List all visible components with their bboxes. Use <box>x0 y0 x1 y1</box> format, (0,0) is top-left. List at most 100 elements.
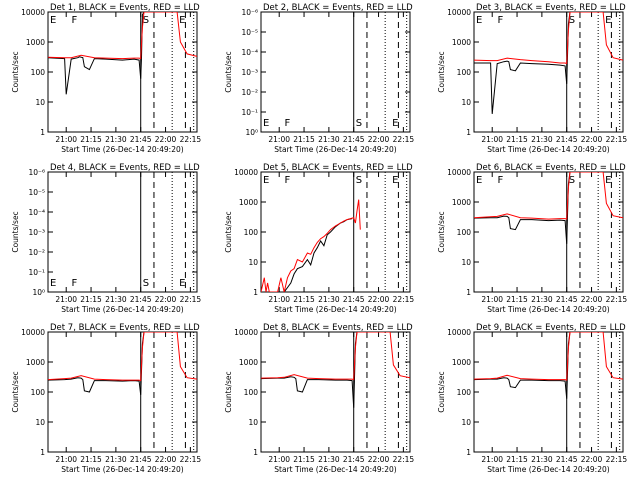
y-axis-label: Counts/sec <box>437 211 446 252</box>
x-tick-label: 21:15 <box>506 135 528 144</box>
x-tick-label: 22:15 <box>393 135 415 144</box>
series-line-events <box>474 332 575 399</box>
plot-frame <box>260 11 411 133</box>
y-axis-label: Counts/sec <box>224 51 233 92</box>
phase-marker-label: F <box>285 118 291 129</box>
y-tick-label: 1 <box>253 288 258 297</box>
series-line-lld <box>474 12 623 65</box>
x-tick-label: 21:45 <box>130 455 152 464</box>
y-tick-label: 10000 <box>21 8 45 17</box>
x-tick-label: 22:15 <box>606 455 628 464</box>
phase-marker-label: E <box>179 15 185 26</box>
panel-title: Det 9, BLACK = Events, RED = LLD <box>476 323 626 333</box>
plot-frame <box>473 331 624 453</box>
x-axis-label: Start Time (26-Dec-14 20:49:20) <box>274 145 396 154</box>
x-tick-label: 21:15 <box>80 295 102 304</box>
phase-marker-label: E <box>392 118 398 129</box>
phase-marker-label: F <box>498 15 504 26</box>
y-tick-label: 10000 <box>21 328 45 337</box>
phase-marker-label: E <box>605 175 611 186</box>
x-tick-label: 22:15 <box>393 455 415 464</box>
x-tick-label: 21:45 <box>343 295 365 304</box>
panel-title: Det 8, BLACK = Events, RED = LLD <box>263 323 413 333</box>
x-tick-label: 22:15 <box>180 455 202 464</box>
y-tick-label: 1000 <box>452 38 471 47</box>
x-tick-label: 22:00 <box>581 455 603 464</box>
x-tick-label: 21:30 <box>531 455 553 464</box>
x-tick-label: 21:30 <box>318 295 340 304</box>
x-tick-label: 21:45 <box>343 455 365 464</box>
series-line-events <box>48 12 149 95</box>
phase-marker-label: F <box>498 175 504 186</box>
x-axis-label: Start Time (26-Dec-14 20:49:20) <box>61 465 183 474</box>
panel-title: Det 2, BLACK = Events, RED = LLD <box>263 3 413 13</box>
y-tick-label: 1000 <box>452 198 471 207</box>
panel-title: Det 3, BLACK = Events, RED = LLD <box>476 3 626 13</box>
y-tick-label: 100 <box>244 388 259 397</box>
series-line-events <box>474 12 575 114</box>
x-tick-label: 22:00 <box>368 135 390 144</box>
y-tick-label: 10⁻² <box>28 248 45 257</box>
y-tick-label: 10⁻³ <box>28 228 45 237</box>
panel-2: Det 2, BLACK = Events, RED = LLD 10⁰ 10⁻¹ 1… <box>224 3 414 154</box>
y-tick-label: 1 <box>40 448 45 457</box>
x-tick-label: 21:45 <box>556 135 578 144</box>
x-tick-label: 22:15 <box>180 295 202 304</box>
series-line-lld <box>48 332 197 382</box>
panel-title: Det 1, BLACK = Events, RED = LLD <box>50 3 200 13</box>
y-tick-label: 10000 <box>447 8 471 17</box>
x-tick-label: 21:30 <box>105 455 127 464</box>
y-tick-label: 1000 <box>452 358 471 367</box>
y-tick-label: 10000 <box>234 168 258 177</box>
phase-marker-label: S <box>569 15 575 26</box>
phase-marker-label: S <box>143 15 149 26</box>
x-axis-label: Start Time (26-Dec-14 20:49:20) <box>487 465 609 474</box>
x-tick-label: 21:00 <box>268 455 290 464</box>
phase-marker-label: S <box>356 118 362 129</box>
x-tick-label: 21:15 <box>293 135 315 144</box>
x-tick-label: 21:00 <box>481 295 503 304</box>
y-tick-label: 10 <box>461 258 471 267</box>
x-tick-label: 22:00 <box>155 135 177 144</box>
y-tick-label: 1 <box>466 288 471 297</box>
series-line-events <box>261 332 362 408</box>
x-tick-label: 22:15 <box>180 135 202 144</box>
x-tick-label: 21:30 <box>531 135 553 144</box>
x-tick-label: 21:00 <box>268 135 290 144</box>
panel-7: Det 7, BLACK = Events, RED = LLD 1 10 100 10… <box>11 323 201 474</box>
y-tick-label: 10000 <box>447 168 471 177</box>
x-axis-label: Start Time (26-Dec-14 20:49:20) <box>274 465 396 474</box>
plot-frame <box>47 171 198 293</box>
y-axis-label: Counts/sec <box>437 371 446 412</box>
y-tick-label: 10 <box>35 418 45 427</box>
y-tick-label: 100 <box>457 388 472 397</box>
series-line-events <box>283 218 353 292</box>
y-tick-label: 10⁻⁴ <box>241 48 258 57</box>
x-axis-label: Start Time (26-Dec-14 20:49:20) <box>61 305 183 314</box>
x-tick-label: 21:15 <box>293 295 315 304</box>
series-line-events <box>474 172 575 244</box>
x-tick-label: 21:45 <box>343 135 365 144</box>
panel-title: Det 5, BLACK = Events, RED = LLD <box>263 163 413 173</box>
y-tick-label: 1000 <box>239 198 258 207</box>
x-tick-label: 22:00 <box>368 295 390 304</box>
panel-6: Det 6, BLACK = Events, RED = LLD 1 10 100 10… <box>437 163 627 314</box>
y-tick-label: 1 <box>466 448 471 457</box>
y-tick-label: 10⁻² <box>241 88 258 97</box>
phase-marker-label: E <box>476 175 482 186</box>
y-tick-label: 1000 <box>239 358 258 367</box>
y-tick-label: 1 <box>253 448 258 457</box>
x-tick-label: 22:00 <box>155 295 177 304</box>
panel-title: Det 7, BLACK = Events, RED = LLD <box>50 323 200 333</box>
x-tick-label: 22:15 <box>606 295 628 304</box>
x-tick-label: 21:30 <box>105 135 127 144</box>
y-tick-label: 10 <box>461 98 471 107</box>
y-tick-label: 100 <box>457 68 472 77</box>
y-tick-label: 100 <box>457 228 472 237</box>
phase-marker-label: E <box>392 175 398 186</box>
y-tick-label: 10⁻¹ <box>28 268 45 277</box>
panel-5: Det 5, BLACK = Events, RED = LLD 1 10 100 10… <box>224 163 414 314</box>
x-tick-label: 22:00 <box>581 295 603 304</box>
y-axis-label: Counts/sec <box>11 371 20 412</box>
